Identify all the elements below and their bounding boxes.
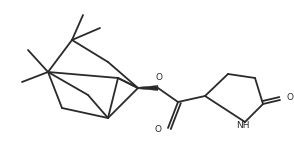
Text: O: O	[155, 126, 161, 135]
Polygon shape	[138, 86, 158, 91]
Text: O: O	[156, 73, 163, 82]
Text: NH: NH	[236, 122, 250, 131]
Text: O: O	[286, 93, 293, 102]
